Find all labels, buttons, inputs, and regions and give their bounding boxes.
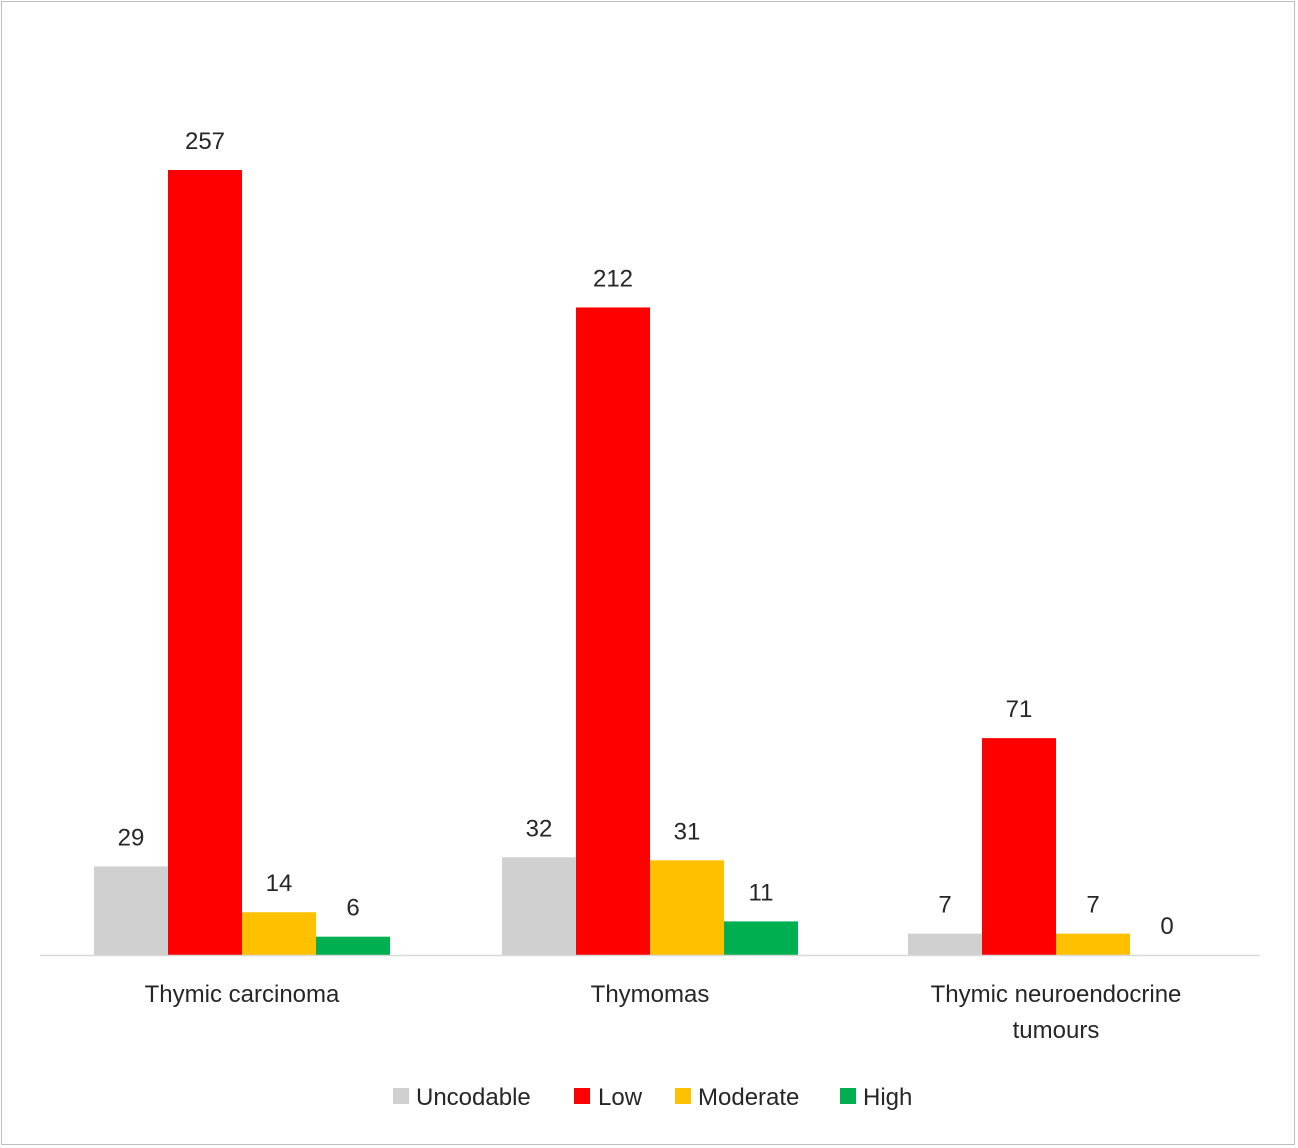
legend-label-high: High: [863, 1084, 912, 1111]
category-label-3: Thymic neuroendocrine tumours: [931, 981, 1182, 1044]
data-label-moderate-1: 14: [266, 870, 293, 897]
category-label-1: Thymic carcinoma: [145, 981, 340, 1008]
data-label-uncodable-1: 29: [118, 824, 145, 851]
data-label-high-3: 0: [1160, 913, 1173, 940]
data-label-low-3: 71: [1006, 696, 1033, 723]
data-label-uncodable-2: 32: [526, 815, 553, 842]
bar-uncodable-3: [908, 933, 982, 955]
bar-high-1: [316, 936, 390, 955]
data-label-moderate-3: 7: [1086, 892, 1099, 919]
data-label-low-2: 212: [593, 265, 633, 292]
data-label-high-2: 11: [749, 879, 774, 906]
bar-low-3: [982, 738, 1056, 955]
legend-label-uncodable: Uncodable: [416, 1084, 531, 1111]
legend-swatch-low: [574, 1088, 590, 1104]
legend-swatch-moderate: [675, 1088, 691, 1104]
legend-label-low: Low: [598, 1084, 643, 1111]
bar-uncodable-1: [94, 866, 168, 955]
bar-uncodable-2: [502, 857, 576, 955]
data-label-moderate-2: 31: [674, 818, 701, 845]
bar-low-1: [168, 170, 242, 955]
legend-swatch-uncodable: [393, 1088, 409, 1104]
data-label-uncodable-3: 7: [938, 892, 951, 919]
bar-low-2: [576, 307, 650, 955]
bar-moderate-2: [650, 860, 724, 955]
bar-high-2: [724, 921, 798, 955]
bar-moderate-3: [1056, 933, 1130, 955]
data-label-high-1: 6: [346, 895, 359, 922]
legend-swatch-high: [840, 1088, 856, 1104]
category-label-2: Thymomas: [591, 981, 710, 1008]
bar-moderate-1: [242, 912, 316, 955]
legend-label-moderate: Moderate: [698, 1084, 799, 1111]
data-label-low-1: 257: [185, 128, 225, 155]
